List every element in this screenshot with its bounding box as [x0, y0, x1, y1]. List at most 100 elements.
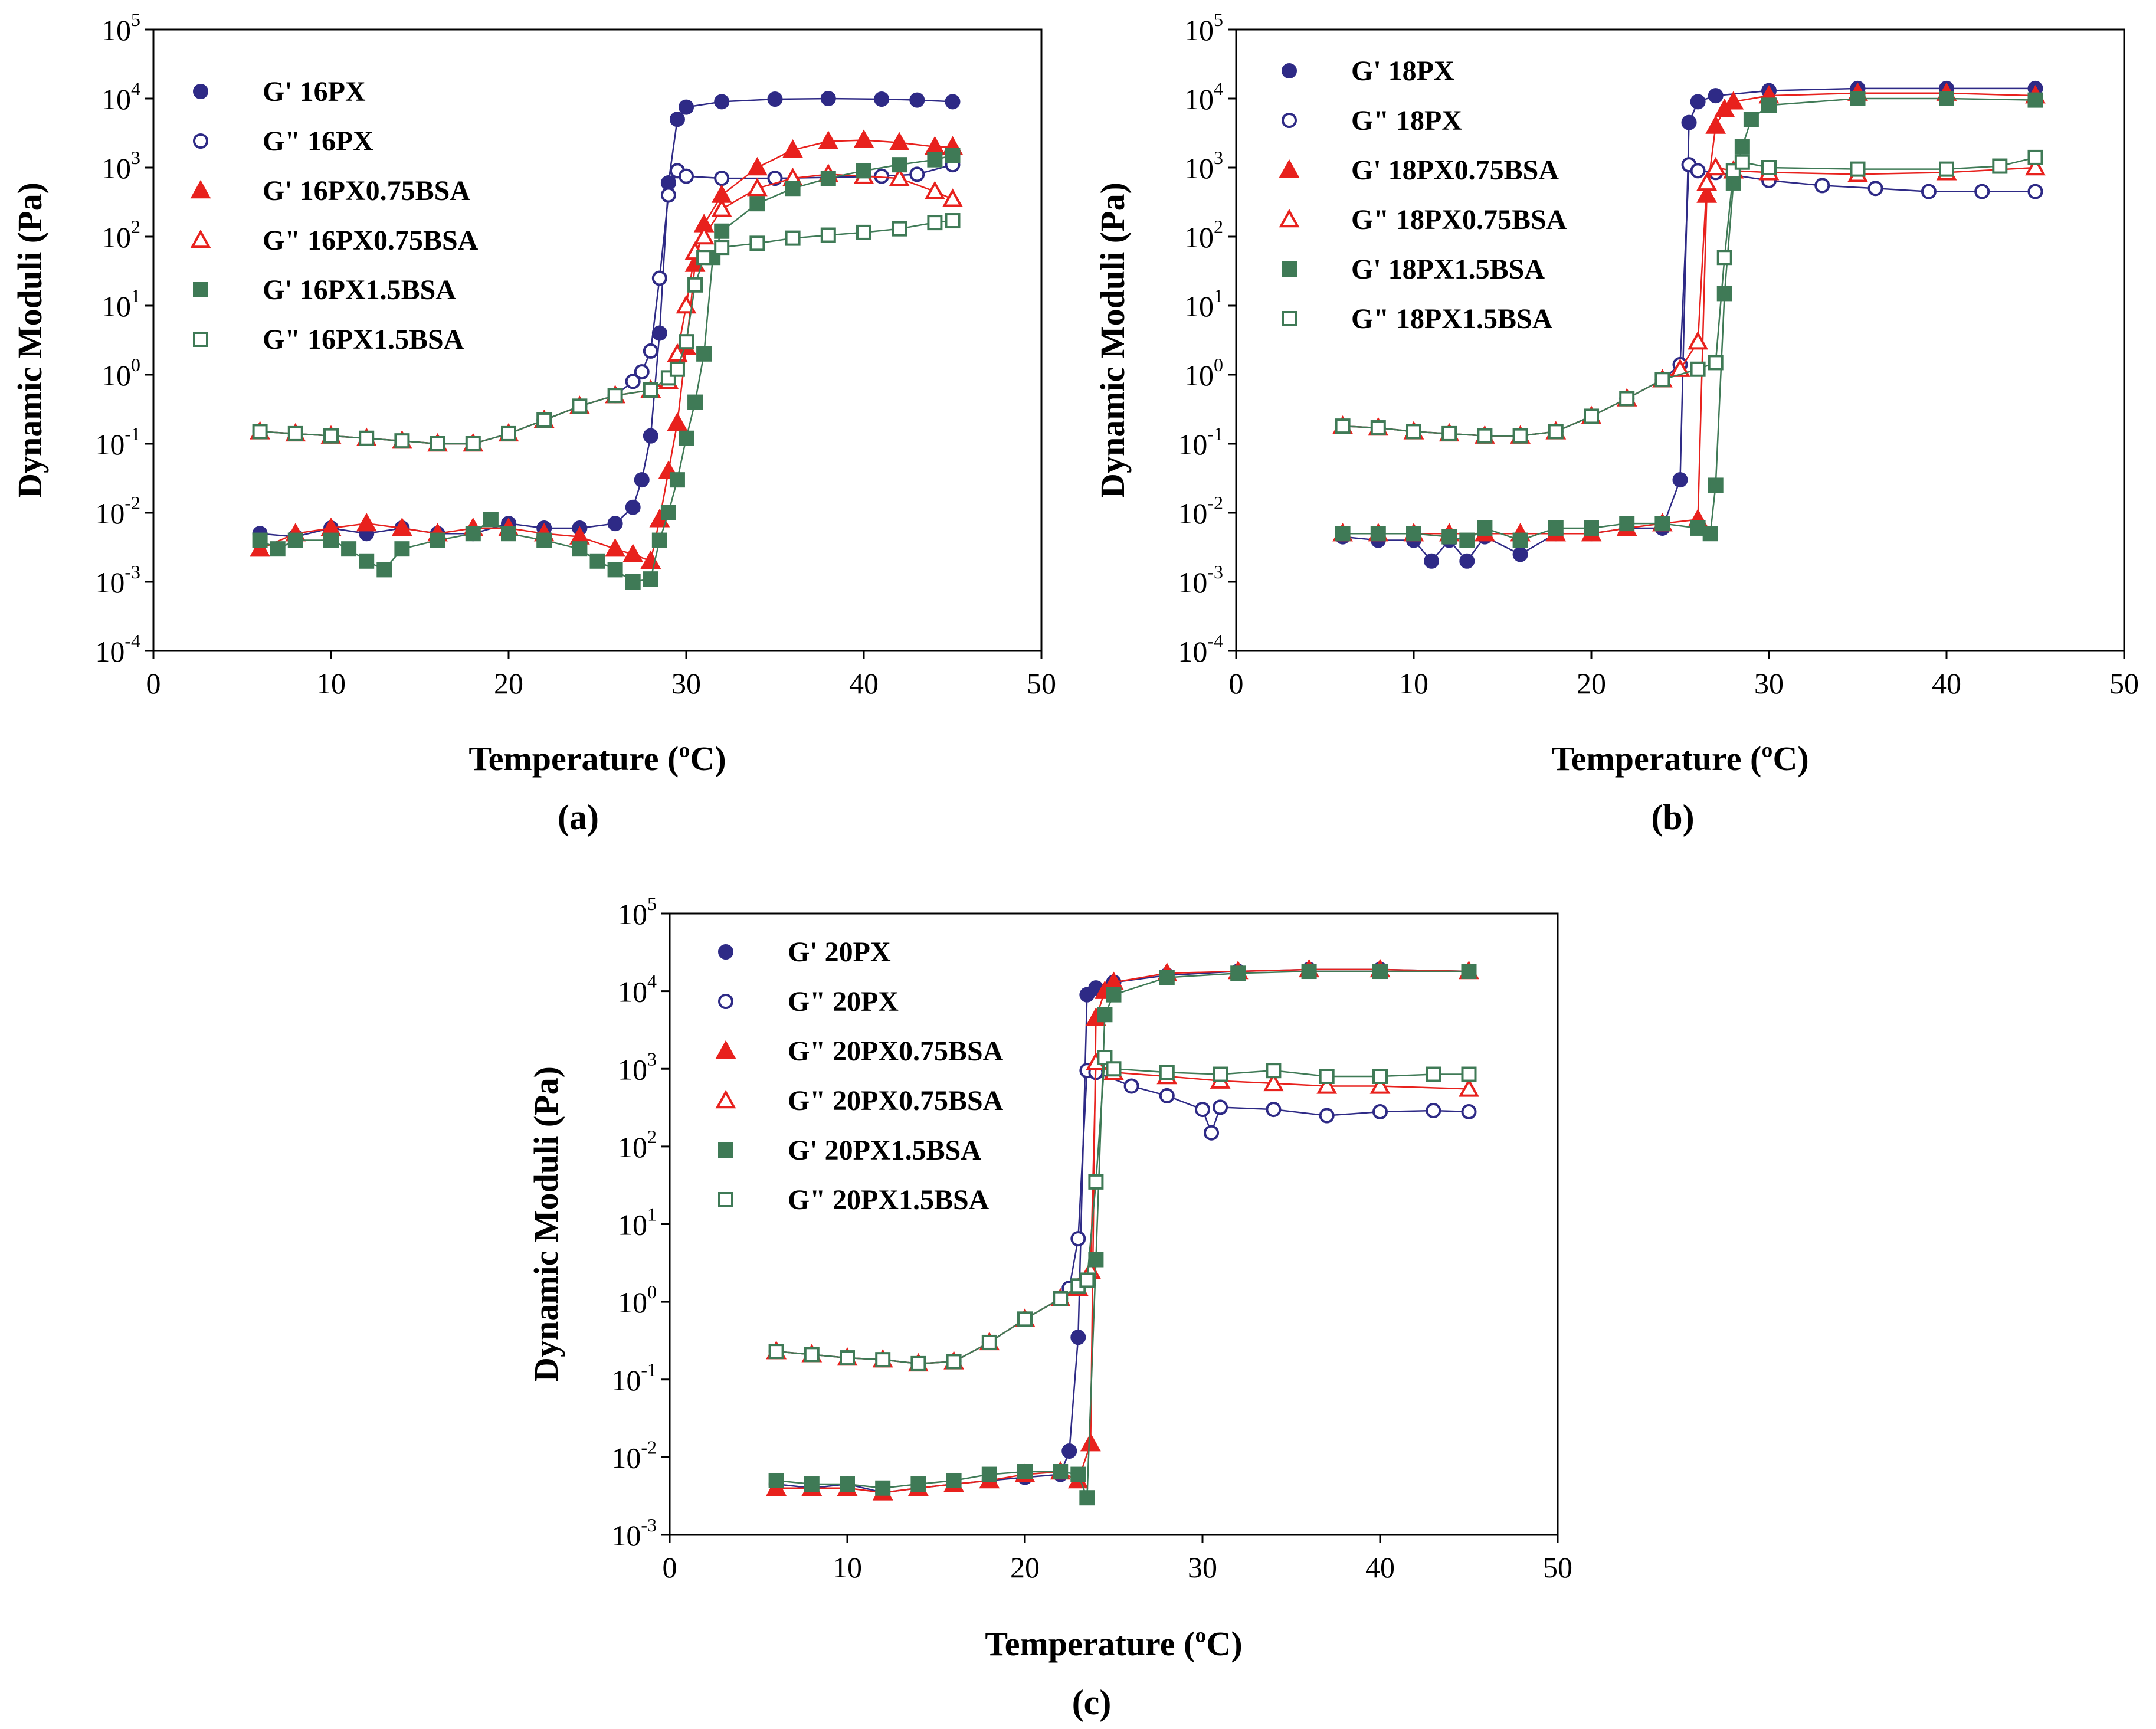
data-point [1761, 160, 1777, 175]
series-line [260, 97, 953, 538]
data-point [643, 571, 658, 587]
legend-label: G" 16PX0.75BSA [263, 225, 479, 256]
y-tick-label: 102 [1184, 216, 1223, 254]
data-point [250, 538, 270, 557]
y-tick-label: 103 [1184, 147, 1223, 185]
data-point [359, 553, 375, 569]
legend-label: G' 20PX1.5BSA [788, 1135, 981, 1166]
series [1335, 157, 2043, 444]
legend-label: G' 18PX [1351, 55, 1454, 87]
y-tick-label: 10-2 [95, 492, 140, 530]
y-tick-label: 10-2 [1178, 492, 1223, 530]
data-point [1690, 94, 1706, 110]
x-tick-label: 20 [1010, 1551, 1040, 1584]
data-point [1372, 964, 1388, 980]
x-axis-title: Temperature (ºC) [468, 739, 726, 778]
data-point [2027, 184, 2043, 199]
legend-marker [1282, 311, 1297, 326]
data-point [1708, 88, 1724, 104]
data-point [392, 517, 412, 536]
y-tick-label: 104 [101, 78, 140, 116]
y-tick-label: 101 [1184, 285, 1223, 323]
data-point [1370, 420, 1386, 436]
data-point [1761, 97, 1777, 113]
data-point [1369, 1075, 1391, 1094]
series [252, 91, 961, 545]
data-point [483, 512, 499, 528]
legend-label: G" 18PX [1351, 105, 1462, 136]
legend-marker [718, 994, 733, 1009]
data-point [376, 562, 392, 578]
data-point [1335, 526, 1351, 542]
data-point [501, 425, 516, 441]
x-axis-title: Temperature (ºC) [1551, 739, 1808, 778]
y-axis-title: Dynamic Moduli (Pa) [1093, 182, 1132, 498]
data-point [1441, 425, 1457, 441]
data-point [1097, 1007, 1113, 1023]
data-point [651, 325, 667, 341]
series [1335, 149, 2043, 444]
panel-label: (a) [558, 798, 599, 837]
data-point [1070, 1231, 1086, 1247]
x-tick-label: 0 [663, 1551, 677, 1584]
x-axis-title: Temperature (ºC) [985, 1625, 1242, 1663]
x-tick-label: 10 [1399, 667, 1428, 700]
data-point [1850, 91, 1866, 106]
data-point [1070, 1330, 1086, 1345]
data-point [1266, 1102, 1282, 1118]
data-point [714, 171, 730, 186]
data-point [910, 1355, 926, 1371]
data-point [501, 526, 516, 542]
x-tick-label: 30 [1754, 667, 1784, 700]
legend-label: G" 20PX1.5BSA [788, 1184, 989, 1216]
data-point [1372, 1104, 1388, 1120]
data-point [747, 156, 768, 176]
data-point [820, 91, 836, 106]
x-tick-label: 10 [316, 667, 346, 700]
data-point [572, 398, 588, 414]
legend-marker [1279, 159, 1300, 178]
data-point [1441, 529, 1457, 545]
data-point [945, 148, 961, 163]
data-point [607, 388, 623, 404]
series-line [260, 173, 953, 445]
data-point [910, 1476, 926, 1492]
legend-marker [1279, 208, 1300, 228]
data-point [1743, 112, 1759, 127]
legend-marker [193, 332, 208, 347]
data-point [768, 1344, 784, 1360]
data-point [660, 187, 676, 203]
data-point [1370, 526, 1386, 542]
data-point [874, 91, 890, 107]
x-tick-label: 30 [671, 667, 701, 700]
panel-label: (b) [1651, 798, 1694, 837]
data-point [749, 235, 765, 251]
legend-label: G' 16PX [263, 76, 366, 107]
data-point [465, 526, 481, 542]
data-point [287, 532, 303, 548]
data-point [1734, 139, 1750, 155]
series [768, 964, 1477, 1506]
data-point [1159, 970, 1175, 985]
x-tick-label: 0 [1229, 667, 1244, 700]
data-point [1319, 1069, 1335, 1085]
y-tick-label: 104 [618, 971, 657, 1008]
data-point [1690, 163, 1706, 179]
legend-label: G" 20PX [788, 986, 899, 1017]
data-point [1406, 424, 1421, 440]
data-point [1939, 161, 1954, 177]
data-point [669, 112, 685, 127]
y-tick-label: 102 [618, 1126, 657, 1164]
data-point [252, 424, 268, 440]
data-point [1213, 1066, 1228, 1082]
data-point [625, 374, 641, 389]
data-point [1426, 1103, 1441, 1119]
data-point [676, 294, 697, 314]
data-point [679, 168, 694, 184]
data-point [927, 215, 943, 231]
data-point [1850, 161, 1866, 177]
series-line [1342, 97, 2036, 541]
data-point [1670, 358, 1690, 377]
legend-marker [715, 1089, 736, 1109]
chart-panel: 0 10 20 30 40 50 10-3 10-2 10-1 100 101 102 103 104 10… [527, 893, 1572, 1722]
